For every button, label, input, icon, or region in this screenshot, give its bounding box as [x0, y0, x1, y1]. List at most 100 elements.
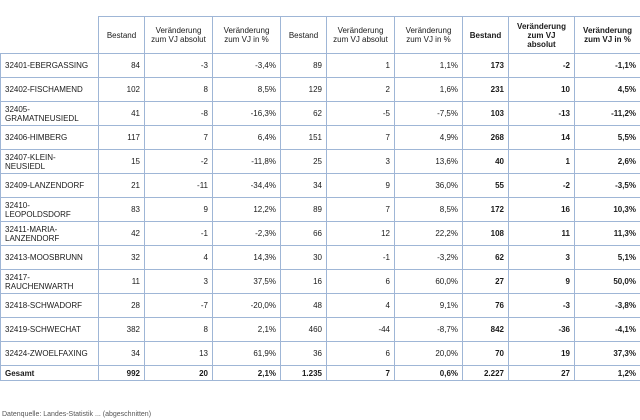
cell-bestand-1: 41: [98, 101, 145, 126]
cell-abs-2: 7: [326, 197, 395, 222]
cell-abs-1: -2: [144, 149, 213, 174]
cell-abs-1: 20: [144, 365, 213, 381]
cell-municipality: 32407-KLEIN-NEUSIEDL: [0, 149, 99, 174]
cell-bestand-total: 2.227: [462, 365, 509, 381]
cell-municipality: 32418-SCHWADORF: [0, 293, 99, 318]
cell-abs-2: -44: [326, 317, 395, 342]
cell-pct-1: -20,0%: [212, 293, 281, 318]
cell-bestand-2: 34: [280, 173, 327, 198]
table-row: 32409-LANZENDORF 21 -11 -34,4% 34 9 36,0% 55 -2-…: [0, 173, 640, 198]
cell-pct-total: 11,3%: [574, 221, 640, 246]
cell-abs-1: -11: [144, 173, 213, 198]
cell-bestand-2: 48: [280, 293, 327, 318]
cell-abs-total: 16: [508, 197, 575, 222]
header-abs-1: Veränderung zum VJ absolut: [144, 16, 213, 54]
cell-bestand-total: 103: [462, 101, 509, 126]
cell-bestand-total: 40: [462, 149, 509, 174]
header-row: Bestand Veränderung zum VJ absolut Verän…: [0, 16, 640, 54]
cell-pct-total: 50,0%: [574, 269, 640, 294]
cell-abs-2: 4: [326, 293, 395, 318]
cell-pct-total: 5,5%: [574, 125, 640, 150]
cell-municipality: 32401-EBERGASSING: [0, 53, 99, 78]
cell-abs-total: 3: [508, 245, 575, 270]
header-pct-total: Veränderung zum VJ in %: [574, 16, 640, 54]
cell-bestand-2: 66: [280, 221, 327, 246]
cell-bestand-1: 382: [98, 317, 145, 342]
cell-pct-2: 4,9%: [394, 125, 463, 150]
cell-abs-1: 9: [144, 197, 213, 222]
cell-abs-2: 12: [326, 221, 395, 246]
header-abs-2: Veränderung zum VJ absolut: [326, 16, 395, 54]
cell-bestand-2: 1.235: [280, 365, 327, 381]
cell-bestand-1: 102: [98, 77, 145, 102]
cell-municipality: 32411-MARIA-LANZENDORF: [0, 221, 99, 246]
cell-bestand-1: 117: [98, 125, 145, 150]
table-body: 32401-EBERGASSING 84 -3 -3,4% 89 1 1,1% 173 -2 -1…: [0, 53, 640, 381]
cell-pct-2: 36,0%: [394, 173, 463, 198]
cell-bestand-2: 25: [280, 149, 327, 174]
cell-bestand-1: 83: [98, 197, 145, 222]
cell-abs-total: -2: [508, 53, 575, 78]
table-row: 32411-MARIA-LANZENDORF 42 -1 -2,3% 66 12 22,2%…: [0, 221, 640, 246]
cell-bestand-total: 172: [462, 197, 509, 222]
cell-pct-2: 22,2%: [394, 221, 463, 246]
cell-abs-2: 9: [326, 173, 395, 198]
cell-abs-total: -3: [508, 293, 575, 318]
cell-pct-1: 37,5%: [212, 269, 281, 294]
cell-abs-1: 4: [144, 245, 213, 270]
header-corner: [0, 16, 99, 54]
cell-municipality: 32417-RAUCHENWARTH: [0, 269, 99, 294]
cell-abs-1: 7: [144, 125, 213, 150]
cell-bestand-total: 27: [462, 269, 509, 294]
cell-municipality: 32402-FISCHAMEND: [0, 77, 99, 102]
table-row: 32405-GRAMATNEUSIEDL 41 -8 -16,3% 62 -5 -7,5% 1…: [0, 101, 640, 126]
cell-abs-total: -2: [508, 173, 575, 198]
cell-pct-total: 37,3%: [574, 341, 640, 366]
cell-bestand-total: 76: [462, 293, 509, 318]
cell-abs-2: 1: [326, 53, 395, 78]
cell-bestand-2: 151: [280, 125, 327, 150]
cell-pct-2: 9,1%: [394, 293, 463, 318]
cell-pct-total: -3,8%: [574, 293, 640, 318]
cell-abs-1: 8: [144, 317, 213, 342]
cell-pct-2: 60,0%: [394, 269, 463, 294]
cell-bestand-total: 108: [462, 221, 509, 246]
cell-bestand-total: 842: [462, 317, 509, 342]
cell-pct-1: -2,3%: [212, 221, 281, 246]
table-row: 32407-KLEIN-NEUSIEDL 15 -2 -11,8% 25 3 13,6% 40…: [0, 149, 640, 174]
table-row: 32413-MOOSBRUNN 32 4 14,3% 30 -1 -3,2% 62 3 5,1%: [0, 245, 640, 270]
cell-pct-total: -1,1%: [574, 53, 640, 78]
header-bestand-2: Bestand: [280, 16, 327, 54]
cell-abs-total: -36: [508, 317, 575, 342]
cell-abs-2: 7: [326, 125, 395, 150]
cell-bestand-1: 34: [98, 341, 145, 366]
cell-abs-2: 6: [326, 269, 395, 294]
cell-municipality: Gesamt: [0, 365, 99, 381]
cell-abs-2: 3: [326, 149, 395, 174]
cell-abs-total: -13: [508, 101, 575, 126]
cell-abs-1: 13: [144, 341, 213, 366]
cell-bestand-2: 36: [280, 341, 327, 366]
cell-abs-2: -1: [326, 245, 395, 270]
cell-abs-total: 14: [508, 125, 575, 150]
cell-abs-2: -5: [326, 101, 395, 126]
cell-abs-total: 11: [508, 221, 575, 246]
cell-pct-1: 2,1%: [212, 317, 281, 342]
cell-municipality: 32406-HIMBERG: [0, 125, 99, 150]
cell-pct-1: -11,8%: [212, 149, 281, 174]
cell-pct-2: -8,7%: [394, 317, 463, 342]
table-row: 32406-HIMBERG 117 7 6,4% 151 7 4,9% 268 14 5,5%: [0, 125, 640, 150]
cell-bestand-2: 89: [280, 53, 327, 78]
cell-pct-1: 8,5%: [212, 77, 281, 102]
cell-pct-1: 2,1%: [212, 365, 281, 381]
cell-pct-total: 4,5%: [574, 77, 640, 102]
cell-municipality: 32410-LEOPOLDSDORF: [0, 197, 99, 222]
header-bestand-total: Bestand: [462, 16, 509, 54]
cell-pct-1: -3,4%: [212, 53, 281, 78]
cell-bestand-1: 15: [98, 149, 145, 174]
cell-municipality: 32424-ZWOELFAXING: [0, 341, 99, 366]
table-row: 32419-SCHWECHAT 382 8 2,1% 460 -44 -8,7% 842 -36…: [0, 317, 640, 342]
cell-abs-1: 8: [144, 77, 213, 102]
cell-bestand-total: 62: [462, 245, 509, 270]
